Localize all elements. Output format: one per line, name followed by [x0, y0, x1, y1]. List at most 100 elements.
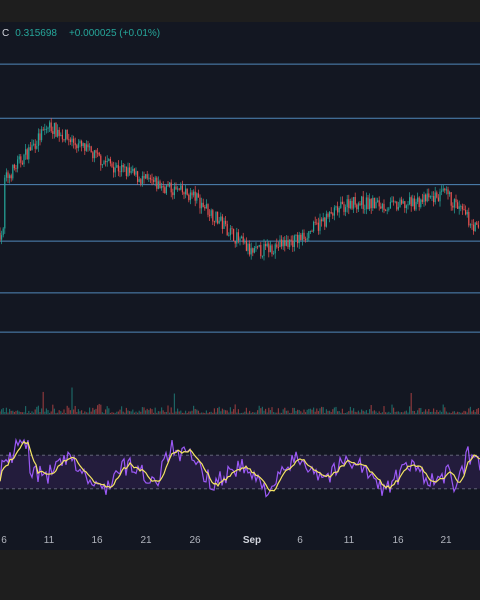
volume-bar [386, 412, 388, 414]
candle-body [84, 143, 86, 151]
candle-body [145, 174, 147, 179]
volume-bar [361, 409, 363, 414]
candle-body [95, 150, 97, 153]
candle-body [362, 196, 364, 210]
candle-body [301, 232, 303, 241]
candle-body [225, 220, 227, 225]
volume-bar [444, 407, 446, 414]
volume-bar [313, 407, 315, 414]
candle-body [60, 134, 62, 136]
volume-bar [178, 411, 180, 414]
volume-bar [47, 410, 49, 414]
volume-bar [460, 412, 462, 414]
candle-body [127, 167, 129, 176]
candle-body [404, 201, 406, 209]
candle-body [324, 217, 326, 227]
volume-bar [37, 405, 39, 414]
candle-body [71, 138, 73, 142]
candle-body [305, 238, 307, 240]
volume-bar [325, 409, 327, 414]
volume-bar [413, 411, 415, 414]
candle-body [65, 129, 67, 141]
volume-bar [55, 412, 57, 414]
volume-bar [426, 411, 428, 414]
candle-body [148, 177, 150, 179]
volume-bar [276, 412, 278, 414]
candle-body [244, 241, 246, 243]
volume-bar [362, 410, 364, 414]
candle-body [388, 208, 390, 210]
volume-bar [346, 412, 348, 414]
candle-body [361, 196, 363, 206]
candle-body [229, 228, 231, 236]
candle-body [226, 224, 228, 236]
candle-body [170, 182, 172, 193]
candle-body [329, 212, 331, 217]
volume-bar [327, 410, 329, 414]
candle-body [12, 164, 14, 179]
volume-bar [172, 412, 174, 414]
volume-bar [66, 405, 68, 414]
volume-bar [397, 411, 399, 414]
candle-body [76, 145, 78, 149]
candle-body [377, 200, 379, 202]
candle-body [29, 147, 31, 151]
candle-body [393, 200, 395, 202]
candle-body [450, 192, 452, 206]
volume-bar [412, 410, 414, 414]
candle-body [63, 139, 65, 141]
candle-body [31, 144, 33, 151]
volume-bar [93, 409, 95, 414]
candle-body [260, 245, 262, 257]
candle-body [349, 200, 351, 209]
volume-bar [225, 410, 227, 414]
volume-bar [477, 408, 479, 414]
volume-bar [141, 407, 143, 414]
candle-body [137, 171, 139, 182]
candle-body [141, 175, 143, 184]
candle-body [449, 192, 451, 195]
volume-bar [20, 412, 22, 414]
volume-bar [137, 412, 139, 414]
volume-bar [76, 412, 78, 414]
candle-body [317, 222, 319, 231]
candle-body [156, 177, 158, 189]
x-tick-label: 11 [44, 535, 55, 546]
volume-bar [130, 411, 132, 414]
candle-body [39, 133, 41, 141]
chart-canvas[interactable]: 6 11 16 21 26 Sep 6 11 16 21 [0, 22, 480, 550]
candle-body [378, 200, 380, 207]
candle-body [415, 201, 417, 210]
volume-bar [292, 407, 294, 414]
volume-bar [316, 408, 318, 414]
volume-bar [317, 411, 319, 414]
candle-body [213, 221, 215, 223]
volume-bar [423, 411, 425, 414]
volume-bar [25, 406, 27, 414]
candle-body [308, 231, 310, 239]
candle-body [429, 196, 431, 198]
candle-body [463, 209, 465, 211]
candle-body [124, 166, 126, 168]
volume-bar [146, 408, 148, 414]
candle-body [181, 185, 183, 193]
volume-bar [39, 412, 41, 414]
volume-bar [124, 412, 126, 414]
volume-bar [295, 410, 297, 414]
volume-bar [409, 406, 411, 414]
volume-bar [85, 412, 87, 414]
candle-body [45, 128, 47, 130]
volume-bar [1, 409, 3, 414]
candle-body [97, 152, 99, 154]
candle-body [413, 198, 415, 210]
candle-body [340, 201, 342, 208]
candle-body [337, 206, 339, 213]
volume-bar [284, 407, 286, 414]
candle-body [53, 122, 55, 134]
chart-panel[interactable]: 6 11 16 21 26 Sep 6 11 16 21 C 0.315698 +0.000025 (… [0, 22, 480, 550]
candle-body [117, 165, 119, 172]
x-tick-label: 26 [189, 535, 201, 546]
candle-body [87, 144, 89, 148]
volume-bar [394, 411, 396, 414]
candle-body [201, 202, 203, 209]
